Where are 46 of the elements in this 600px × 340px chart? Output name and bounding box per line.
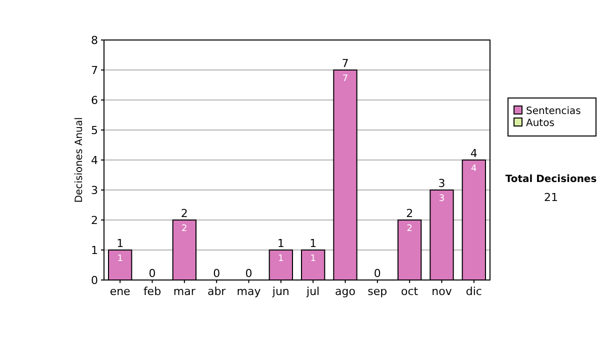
text: Total Decisiones bbox=[505, 174, 597, 185]
data-label: 1 bbox=[310, 254, 316, 264]
x-tick-label: sep bbox=[368, 285, 388, 298]
total-label: 2 bbox=[406, 207, 414, 220]
data-label: 4 bbox=[471, 164, 478, 174]
x-tick-label: feb bbox=[143, 285, 162, 298]
y-tick-label: 2 bbox=[91, 214, 98, 227]
data-label: 7 bbox=[342, 74, 348, 84]
y-tick-label: 3 bbox=[91, 184, 98, 197]
total-label: 0 bbox=[245, 267, 252, 280]
y-tick-label: 1 bbox=[91, 244, 98, 257]
data-label: 2 bbox=[406, 224, 412, 234]
x-tick-label: nov bbox=[432, 285, 452, 298]
x-tick-label: abr bbox=[207, 285, 226, 298]
x-tick-label: jun bbox=[271, 285, 290, 298]
total-label: 1 bbox=[116, 237, 124, 250]
data-label: 1 bbox=[278, 254, 284, 264]
y-axis-title: Decisiones Anual bbox=[74, 117, 85, 203]
legend-label: Autos bbox=[526, 118, 554, 129]
y-tick-label: 6 bbox=[91, 94, 98, 107]
text: 21 bbox=[544, 191, 558, 204]
total-label: 1 bbox=[310, 237, 317, 250]
x-tick-label: ene bbox=[110, 285, 131, 298]
total-label: 4 bbox=[470, 147, 478, 160]
x-tick-label: ago bbox=[335, 285, 356, 298]
x-tick-label: may bbox=[236, 285, 262, 298]
y-tick-label: 8 bbox=[91, 34, 98, 47]
y-tick-label: 4 bbox=[91, 154, 98, 167]
data-label: 3 bbox=[438, 194, 445, 204]
y-tick-label: 0 bbox=[91, 274, 98, 287]
total-label: 2 bbox=[180, 207, 188, 220]
total-label: 0 bbox=[148, 267, 156, 280]
total-label: 0 bbox=[213, 267, 220, 280]
legend-label: Sentencias bbox=[526, 106, 581, 117]
x-tick-label: oct bbox=[401, 285, 419, 298]
y-tick-label: 7 bbox=[91, 64, 98, 77]
total-label: 7 bbox=[342, 57, 349, 70]
x-tick-label: dic bbox=[466, 285, 482, 298]
total-label: 3 bbox=[438, 177, 446, 190]
x-tick-label: mar bbox=[173, 285, 196, 298]
data-label: 2 bbox=[182, 224, 188, 234]
y-tick-label: 5 bbox=[91, 124, 98, 137]
total-label: 0 bbox=[374, 267, 381, 280]
data-label: 1 bbox=[117, 254, 123, 264]
x-tick-label: jul bbox=[306, 285, 320, 298]
total-label: 1 bbox=[277, 237, 284, 250]
